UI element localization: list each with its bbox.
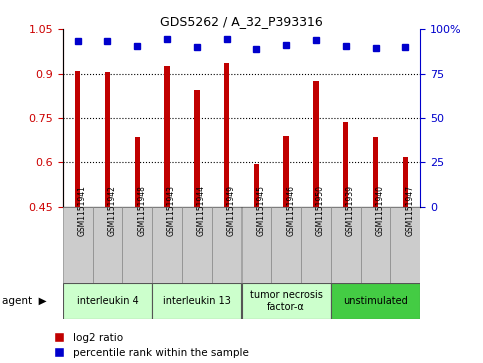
Bar	[242, 207, 271, 283]
Bar	[152, 283, 242, 319]
Bar	[164, 66, 170, 207]
Bar	[105, 72, 110, 207]
Bar	[403, 156, 408, 207]
Text: GSM1151942: GSM1151942	[108, 185, 116, 236]
Text: GSM1151940: GSM1151940	[376, 185, 384, 236]
Bar	[361, 207, 390, 283]
Bar	[63, 283, 152, 319]
Text: GSM1151948: GSM1151948	[137, 185, 146, 236]
Text: GSM1151939: GSM1151939	[346, 185, 355, 236]
Bar	[135, 137, 140, 207]
Bar	[373, 137, 378, 207]
Text: GSM1151941: GSM1151941	[78, 185, 86, 236]
Bar	[63, 207, 93, 283]
Bar	[242, 283, 331, 319]
Bar	[271, 207, 301, 283]
Text: GSM1151949: GSM1151949	[227, 185, 236, 236]
Text: tumor necrosis
factor-α: tumor necrosis factor-α	[250, 290, 323, 312]
Bar	[301, 207, 331, 283]
Text: GSM1151946: GSM1151946	[286, 185, 295, 236]
Bar	[194, 90, 199, 207]
Bar	[75, 70, 80, 207]
Text: unstimulated: unstimulated	[343, 296, 408, 306]
Bar	[182, 207, 212, 283]
Legend: log2 ratio, percentile rank within the sample: log2 ratio, percentile rank within the s…	[49, 333, 249, 358]
Text: GSM1151945: GSM1151945	[256, 185, 265, 236]
Text: GSM1151943: GSM1151943	[167, 185, 176, 236]
Bar	[254, 164, 259, 207]
Text: interleukin 13: interleukin 13	[163, 296, 231, 306]
Bar	[313, 81, 319, 207]
Title: GDS5262 / A_32_P393316: GDS5262 / A_32_P393316	[160, 15, 323, 28]
Text: GSM1151950: GSM1151950	[316, 185, 325, 236]
Text: GSM1151947: GSM1151947	[405, 185, 414, 236]
Bar	[284, 136, 289, 207]
Text: interleukin 4: interleukin 4	[77, 296, 138, 306]
Bar	[390, 207, 420, 283]
Bar	[343, 122, 348, 207]
Bar	[93, 207, 122, 283]
Bar	[212, 207, 242, 283]
Bar	[152, 207, 182, 283]
Bar	[122, 207, 152, 283]
Bar	[331, 207, 361, 283]
Bar	[331, 283, 420, 319]
Text: GSM1151944: GSM1151944	[197, 185, 206, 236]
Bar	[224, 63, 229, 207]
Text: agent  ▶: agent ▶	[2, 296, 47, 306]
